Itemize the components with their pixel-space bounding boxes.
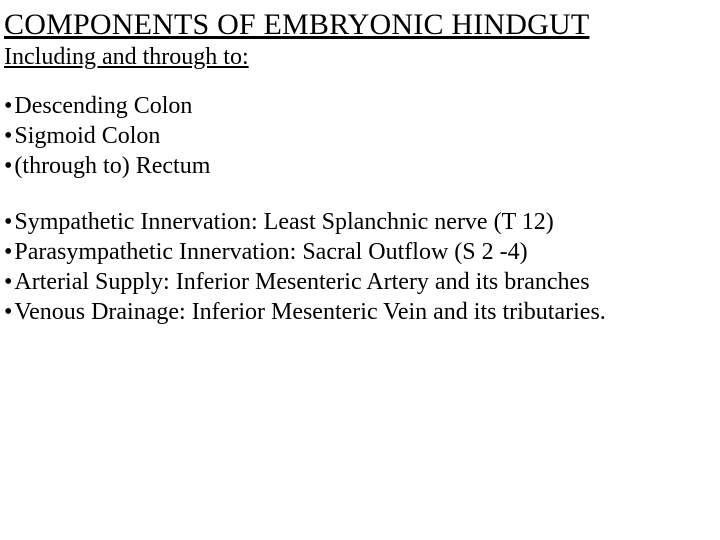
slide-title: COMPONENTS OF EMBRYONIC HINDGUT [4, 8, 716, 42]
bullet-icon: • [4, 267, 12, 297]
bullet-icon: • [4, 91, 12, 121]
bullet-icon: • [4, 151, 12, 181]
components-list: • Descending Colon • Sigmoid Colon • (th… [4, 91, 716, 181]
bullet-icon: • [4, 207, 12, 237]
list-item-text: Descending Colon [14, 91, 192, 121]
bullet-icon: • [4, 297, 12, 327]
list-item: • Venous Drainage: Inferior Mesenteric V… [4, 297, 716, 327]
list-item-text: Arterial Supply: Inferior Mesenteric Art… [14, 267, 589, 297]
details-list: • Sympathetic Innervation: Least Splanch… [4, 207, 716, 327]
list-item: • Descending Colon [4, 91, 716, 121]
list-item: • (through to) Rectum [4, 151, 716, 181]
list-item: • Sigmoid Colon [4, 121, 716, 151]
bullet-icon: • [4, 121, 12, 151]
list-item-text: Sympathetic Innervation: Least Splanchni… [14, 207, 553, 237]
list-item: • Arterial Supply: Inferior Mesenteric A… [4, 267, 716, 297]
list-item-text: Venous Drainage: Inferior Mesenteric Vei… [14, 297, 605, 327]
slide-subtitle: Including and through to: [4, 44, 716, 71]
bullet-icon: • [4, 237, 12, 267]
list-item-text: Sigmoid Colon [14, 121, 160, 151]
list-item: • Sympathetic Innervation: Least Splanch… [4, 207, 716, 237]
list-item-text: (through to) Rectum [14, 151, 210, 181]
list-item: • Parasympathetic Innervation: Sacral Ou… [4, 237, 716, 267]
list-item-text: Parasympathetic Innervation: Sacral Outf… [14, 237, 527, 267]
